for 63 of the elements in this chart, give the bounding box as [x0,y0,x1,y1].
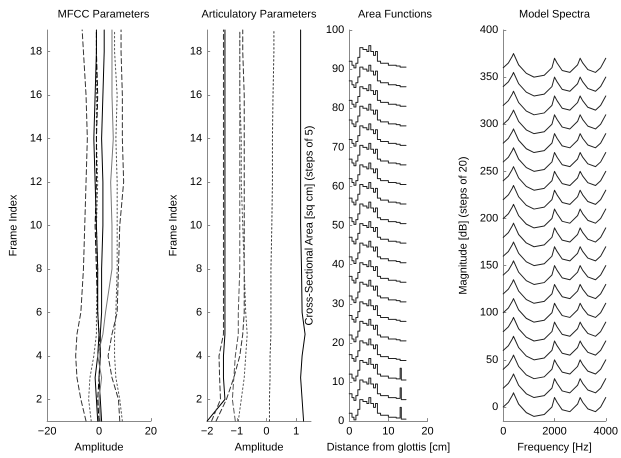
x-tick-label: −20 [38,426,56,438]
y-axis-title: Magnitude [dB] (steps of 20) [458,156,470,295]
x-tick-label: 0 [500,426,506,438]
x-tick-label: 20 [421,426,434,438]
y-tick-label: 16 [190,89,202,102]
x-tick-label: 0 [346,426,352,438]
x-axis-title: Frequency [Hz] [517,442,592,454]
y-tick-label: 150 [480,260,498,272]
y-tick-label: 90 [332,63,344,76]
x-tick-label: −1 [230,426,244,438]
y-tick-label: 18 [190,46,202,58]
y-tick-label: 200 [480,212,498,224]
x-tick-label: 2000 [542,426,567,438]
x-tick-label: 0 [263,426,270,438]
y-tick-label: 40 [332,258,344,271]
x-tick-label: 1 [293,426,300,438]
y-tick-label: 70 [332,141,344,154]
y-tick-label: 2 [196,393,202,406]
x-tick-label: 0 [96,426,102,438]
y-tick-label: 12 [190,176,202,188]
x-tick-label: 10 [382,426,395,438]
chart-title: Area Functions [358,8,432,20]
y-tick-label: 50 [332,220,344,232]
y-tick-label: 0 [492,400,498,413]
y-tick-label: 6 [36,306,42,318]
y-tick-label: 0 [338,415,344,428]
y-tick-label: 20 [332,336,344,349]
y-tick-label: 16 [30,89,42,102]
y-tick-label: 350 [480,71,498,84]
y-tick-label: 12 [30,176,42,188]
y-tick-label: 8 [196,263,202,276]
chart-title: Model Spectra [519,8,591,20]
y-tick-label: 4 [196,350,202,362]
y-tick-label: 60 [332,180,344,192]
x-axis-title: Amplitude [74,442,124,454]
x-tick-label: −2 [200,426,214,438]
chart-title: MFCC Parameters [58,8,150,20]
y-tick-label: 14 [190,132,202,145]
y-tick-label: 100 [480,306,498,319]
y-tick-label: 18 [30,46,42,58]
y-tick-label: 400 [480,24,498,36]
y-tick-label: 2 [36,393,42,406]
y-tick-label: 50 [486,354,498,366]
y-axis-title: Frame Index [8,194,20,256]
x-axis-title: Distance from glottis [cm] [326,442,450,454]
y-tick-label: 10 [190,220,202,232]
y-tick-label: 10 [30,220,42,232]
y-tick-label: 300 [480,118,498,130]
y-axis-title: Cross-Sectional Area [sq cm] (steps of 5) [304,126,316,326]
y-tick-label: 30 [332,298,344,310]
y-tick-label: 250 [480,165,498,178]
y-tick-label: 4 [36,350,42,362]
y-tick-label: 8 [36,263,42,276]
y-tick-label: 80 [332,102,344,114]
x-axis-title: Amplitude [234,442,284,454]
x-tick-label: 20 [144,426,158,438]
y-tick-label: 6 [196,306,202,318]
y-tick-label: 10 [332,376,344,388]
y-tick-label: 14 [30,132,42,145]
x-tick-label: 4000 [594,426,618,438]
y-axis-title: Frame Index [168,194,180,256]
chart-title: Articulatory Parameters [202,8,317,20]
y-tick-label: 100 [326,24,344,36]
